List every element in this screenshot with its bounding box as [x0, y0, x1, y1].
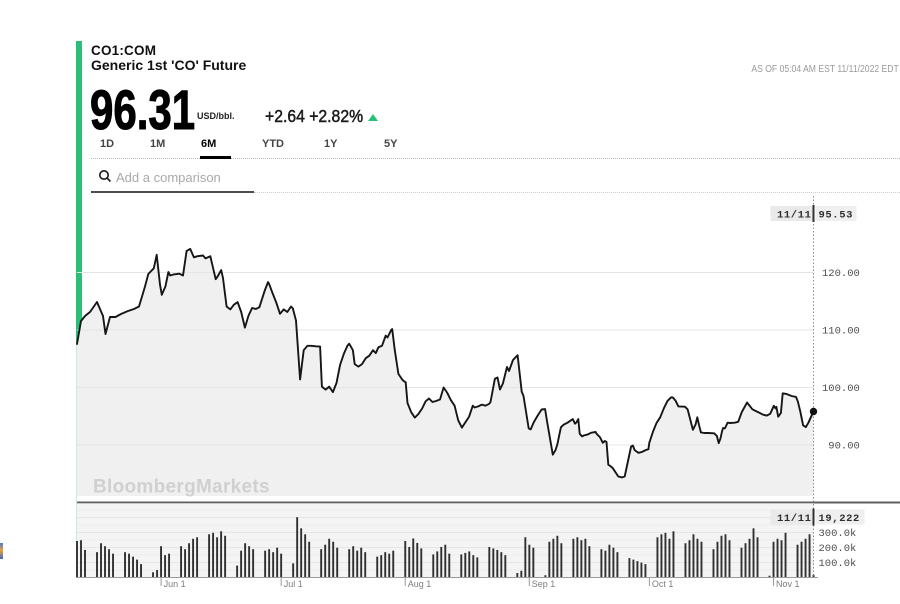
svg-text:Sep 1: Sep 1 [532, 579, 556, 589]
svg-text:110.00: 110.00 [822, 326, 860, 338]
svg-text:Jun 1: Jun 1 [164, 579, 186, 589]
svg-text:300.0k: 300.0k [819, 528, 857, 540]
svg-text:Nov 1: Nov 1 [776, 579, 800, 589]
svg-text:120.00: 120.00 [822, 268, 860, 280]
svg-text:11/11: 11/11 [777, 513, 812, 525]
svg-text:Oct 1: Oct 1 [652, 579, 674, 589]
svg-text:100.00: 100.00 [822, 383, 860, 395]
svg-text:BloombergMarkets: BloombergMarkets [93, 477, 270, 498]
svg-text:90.00: 90.00 [828, 441, 860, 453]
svg-text:11/11: 11/11 [777, 210, 812, 222]
svg-text:Aug 1: Aug 1 [408, 579, 432, 589]
svg-text:100.0k: 100.0k [819, 558, 857, 570]
svg-text:95.53: 95.53 [819, 210, 854, 222]
svg-text:Jul 1: Jul 1 [284, 579, 303, 589]
svg-text:19,222: 19,222 [819, 513, 860, 525]
svg-text:200.0k: 200.0k [819, 543, 857, 555]
